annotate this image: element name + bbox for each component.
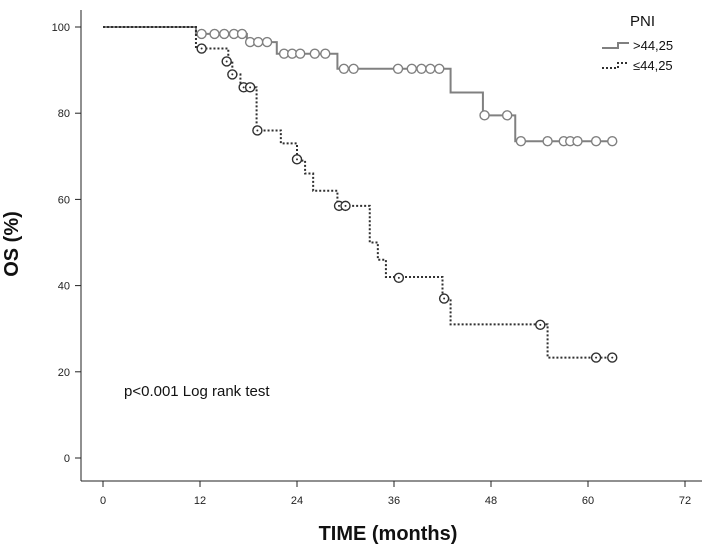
- y-tick-label-80: 80: [58, 108, 70, 120]
- censor-mark-0-26: [572, 136, 583, 147]
- censor-mark-0-20: [479, 110, 490, 121]
- censor-dot-1-6: [296, 158, 298, 161]
- censor-mark-0-28: [607, 136, 618, 147]
- censor-dot-1-3: [242, 86, 245, 89]
- legend-swatch-high: [602, 42, 629, 49]
- censor-mark-0-23: [542, 136, 553, 147]
- x-tick-label-12: 12: [194, 495, 206, 507]
- censor-dot-1-4: [249, 86, 252, 89]
- censor-mark-0-2: [219, 28, 230, 40]
- censor-mark-0-10: [295, 48, 306, 59]
- y-tick-label-100: 100: [52, 22, 70, 34]
- censor-mark-0-4: [236, 28, 248, 40]
- x-tick-label-60: 60: [582, 495, 594, 507]
- censor-dot-1-12: [595, 356, 598, 359]
- censor-mark-0-14: [348, 63, 359, 75]
- series-line-1: [103, 26, 613, 359]
- x-tick-label-24: 24: [291, 495, 303, 507]
- legend-label-low: ≤44,25: [633, 58, 673, 73]
- x-tick-label-36: 36: [388, 495, 400, 507]
- x-tick-label-48: 48: [485, 495, 497, 507]
- censor-mark-0-13: [338, 63, 350, 75]
- censor-dot-1-1: [225, 60, 228, 63]
- series-layer: [103, 26, 618, 363]
- censor-mark-0-0: [196, 28, 207, 40]
- censor-dot-1-7: [338, 204, 341, 207]
- censor-mark-0-6: [253, 36, 264, 48]
- censor-dot-1-0: [200, 47, 203, 50]
- censor-mark-0-17: [416, 63, 427, 75]
- legend-title: PNI: [630, 13, 655, 30]
- censor-dot-1-5: [256, 129, 259, 132]
- censor-mark-0-22: [515, 136, 527, 147]
- y-tick-label-40: 40: [58, 281, 70, 293]
- y-tick-label-60: 60: [58, 194, 70, 206]
- censor-mark-0-18: [425, 63, 436, 75]
- series-line-0: [103, 26, 613, 143]
- legend-swatch-low: [602, 62, 629, 69]
- censor-dot-1-9: [397, 276, 400, 279]
- censor-mark-0-19: [434, 63, 445, 75]
- x-axis-title: TIME (months): [319, 523, 458, 545]
- censor-dot-1-11: [539, 323, 542, 326]
- censor-mark-0-27: [590, 136, 602, 147]
- x-tick-label-0: 0: [100, 495, 106, 507]
- censor-mark-0-16: [406, 63, 417, 75]
- censor-mark-0-7: [261, 36, 273, 48]
- x-tick-label-72: 72: [679, 495, 691, 507]
- legend-label-high: >44,25: [633, 38, 673, 53]
- x-ticks: 0 12 24 36 48 60 72: [100, 481, 691, 507]
- censor-mark-0-12: [320, 48, 331, 59]
- y-tick-label-0: 0: [64, 453, 70, 465]
- censor-dot-1-8: [344, 204, 347, 207]
- log-rank-annotation: p<0.001 Log rank test: [124, 383, 270, 400]
- censor-mark-0-11: [309, 48, 320, 59]
- censor-mark-0-15: [392, 63, 404, 75]
- censor-mark-0-1: [209, 28, 220, 40]
- legend: PNI >44,25 ≤44,25: [602, 13, 673, 73]
- censor-dot-1-13: [611, 356, 614, 359]
- y-ticks: 0 20 40 60 80 100: [52, 22, 81, 465]
- censor-mark-0-21: [501, 110, 513, 121]
- censor-dot-1-2: [231, 73, 234, 76]
- y-axis-title: OS (%): [1, 211, 23, 277]
- censor-dot-1-10: [443, 297, 446, 300]
- y-tick-label-20: 20: [58, 367, 70, 379]
